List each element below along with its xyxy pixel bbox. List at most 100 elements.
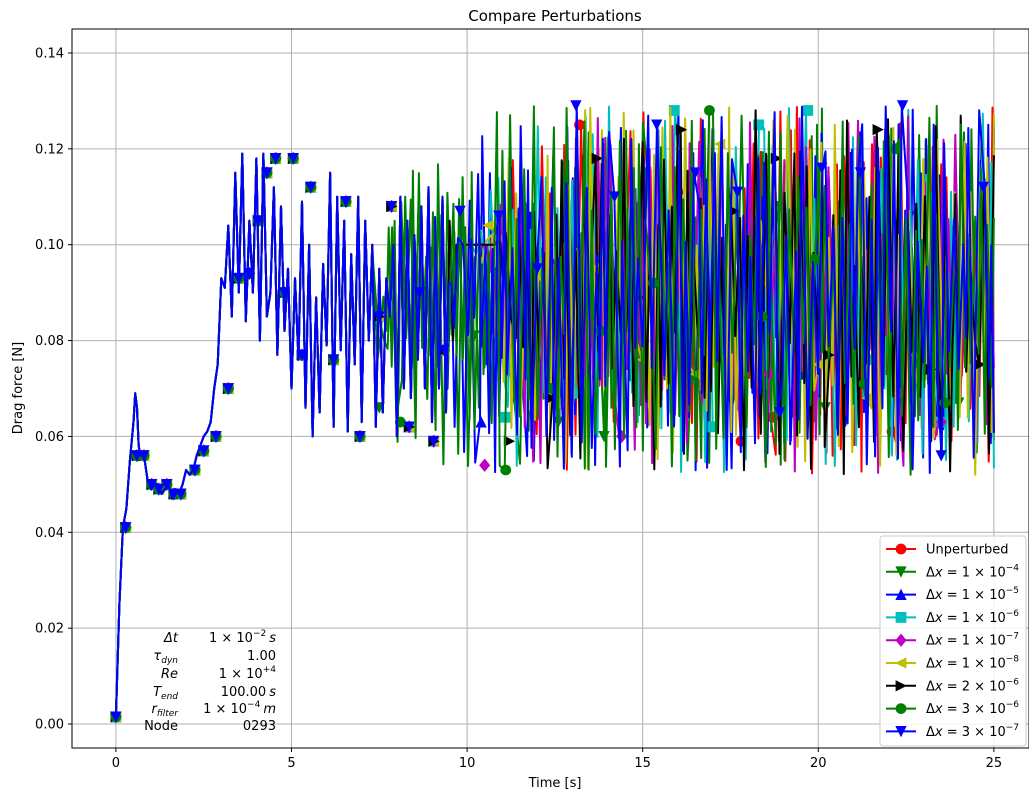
series-marker — [475, 416, 487, 428]
legend-label: Δx = 3 × 10−7 — [926, 723, 1019, 740]
series-9 — [110, 100, 995, 723]
series-marker — [278, 287, 291, 299]
param-re-value: 1 × 10+4 — [219, 665, 277, 682]
y-tick-label: 0.04 — [35, 526, 64, 541]
y-tick-label: 0.12 — [35, 142, 64, 157]
y-tick-label: 0.10 — [35, 238, 64, 253]
x-axis-ticks: 0 5 10 15 20 25 — [112, 748, 1002, 771]
series-marker — [210, 431, 222, 443]
param-node-value: 0293 — [243, 719, 276, 734]
series-marker — [774, 407, 786, 419]
series-marker — [591, 152, 603, 165]
series-marker — [500, 464, 512, 476]
series-marker — [890, 143, 901, 155]
legend-swatch-marker — [895, 703, 907, 714]
series-marker — [935, 450, 947, 462]
y-axis-label: Drag force [N] — [11, 342, 26, 434]
x-tick-label: 20 — [810, 756, 827, 771]
series-marker — [138, 450, 150, 462]
series-marker — [233, 272, 245, 285]
series-marker — [675, 124, 688, 136]
x-axis-label: Time [s] — [528, 776, 582, 791]
legend-label: Unperturbed — [926, 543, 1009, 558]
param-tend-value: 100.00 s — [221, 685, 277, 700]
param-rfilter-key: rfilter — [152, 702, 180, 719]
series-marker — [305, 181, 317, 194]
legend-label: Δx = 1 × 10−8 — [926, 655, 1019, 672]
series-marker — [222, 383, 234, 395]
series-marker — [120, 522, 132, 534]
series-marker — [872, 124, 884, 136]
legend-label: Δx = 1 × 10−4 — [926, 563, 1019, 580]
legend-swatch-marker — [895, 657, 907, 669]
parameter-box: Δt 1 × 10−2 s τdyn 1.00 Re 1 × 10+4 Tend … — [144, 629, 276, 734]
x-tick-label: 0 — [112, 756, 120, 771]
param-dt-key: Δt — [163, 631, 179, 646]
series-marker — [454, 205, 466, 218]
y-tick-label: 0.02 — [35, 622, 64, 637]
series-marker — [854, 167, 867, 179]
series-marker — [175, 488, 187, 500]
series-marker — [977, 181, 989, 194]
y-tick-label: 0.00 — [35, 718, 64, 733]
param-tdyn-key: τdyn — [153, 649, 178, 666]
series-line — [114, 104, 995, 717]
series-marker — [493, 210, 505, 222]
series-marker — [753, 119, 764, 131]
series-marker — [704, 105, 715, 116]
series-marker — [161, 478, 173, 491]
series-marker — [608, 191, 621, 203]
legend-label: Δx = 1 × 10−7 — [926, 632, 1019, 649]
legend-swatch-marker — [895, 588, 907, 600]
series-marker — [354, 431, 366, 443]
legend-swatch-marker — [895, 612, 907, 623]
series-marker — [816, 162, 828, 174]
legend: Unperturbed Δx = 1 × 10−4 Δx = 1 × 10−5 Δx … — [879, 535, 1027, 747]
param-node-key: Node — [144, 719, 178, 734]
y-tick-label: 0.08 — [35, 334, 64, 349]
series-marker — [243, 268, 255, 280]
legend-swatch-marker — [895, 680, 907, 692]
chart-title: Compare Perturbations — [468, 7, 642, 25]
series-marker — [482, 219, 494, 232]
series-marker — [287, 153, 299, 165]
legend-label: Δx = 2 × 10−6 — [926, 677, 1019, 694]
param-rfilter-value: 1 × 10−4 m — [203, 700, 276, 717]
series-marker — [570, 100, 582, 112]
series-marker — [327, 354, 340, 366]
series-marker — [373, 311, 385, 323]
series-marker — [252, 215, 264, 227]
series-marker — [131, 450, 143, 462]
series-marker — [110, 711, 122, 723]
series-marker — [809, 253, 821, 265]
param-tend-key: Tend — [153, 685, 178, 702]
x-tick-label: 10 — [459, 756, 476, 771]
series-marker — [651, 119, 663, 131]
series-marker — [428, 435, 440, 448]
series-marker — [668, 105, 680, 116]
x-tick-label: 5 — [287, 756, 295, 771]
series-marker — [479, 458, 491, 472]
y-axis-ticks: 0.00 0.02 0.04 0.06 0.08 0.10 0.12 0.14 — [35, 46, 72, 733]
series-marker — [438, 344, 450, 357]
plot-frame — [71, 28, 1029, 749]
series-marker — [153, 483, 165, 496]
series-marker — [198, 445, 210, 457]
y-tick-label: 0.06 — [35, 430, 64, 445]
series-marker — [189, 464, 201, 476]
series-marker — [270, 153, 282, 165]
y-tick-label: 0.14 — [35, 46, 64, 61]
series-marker — [385, 200, 398, 213]
legend-swatch-marker — [895, 726, 907, 738]
series-marker — [340, 196, 352, 208]
x-tick-label: 15 — [634, 756, 651, 771]
param-re-key: Re — [161, 667, 178, 682]
series-marker — [261, 167, 273, 179]
legend-label: Δx = 1 × 10−5 — [926, 586, 1019, 603]
legend-swatch-marker — [895, 543, 907, 555]
param-dt-value: 1 × 10−2 s — [209, 629, 276, 646]
legend-box — [879, 535, 1027, 747]
series-marker — [731, 186, 744, 198]
series-marker — [802, 105, 814, 116]
legend-swatch-marker — [895, 633, 907, 647]
